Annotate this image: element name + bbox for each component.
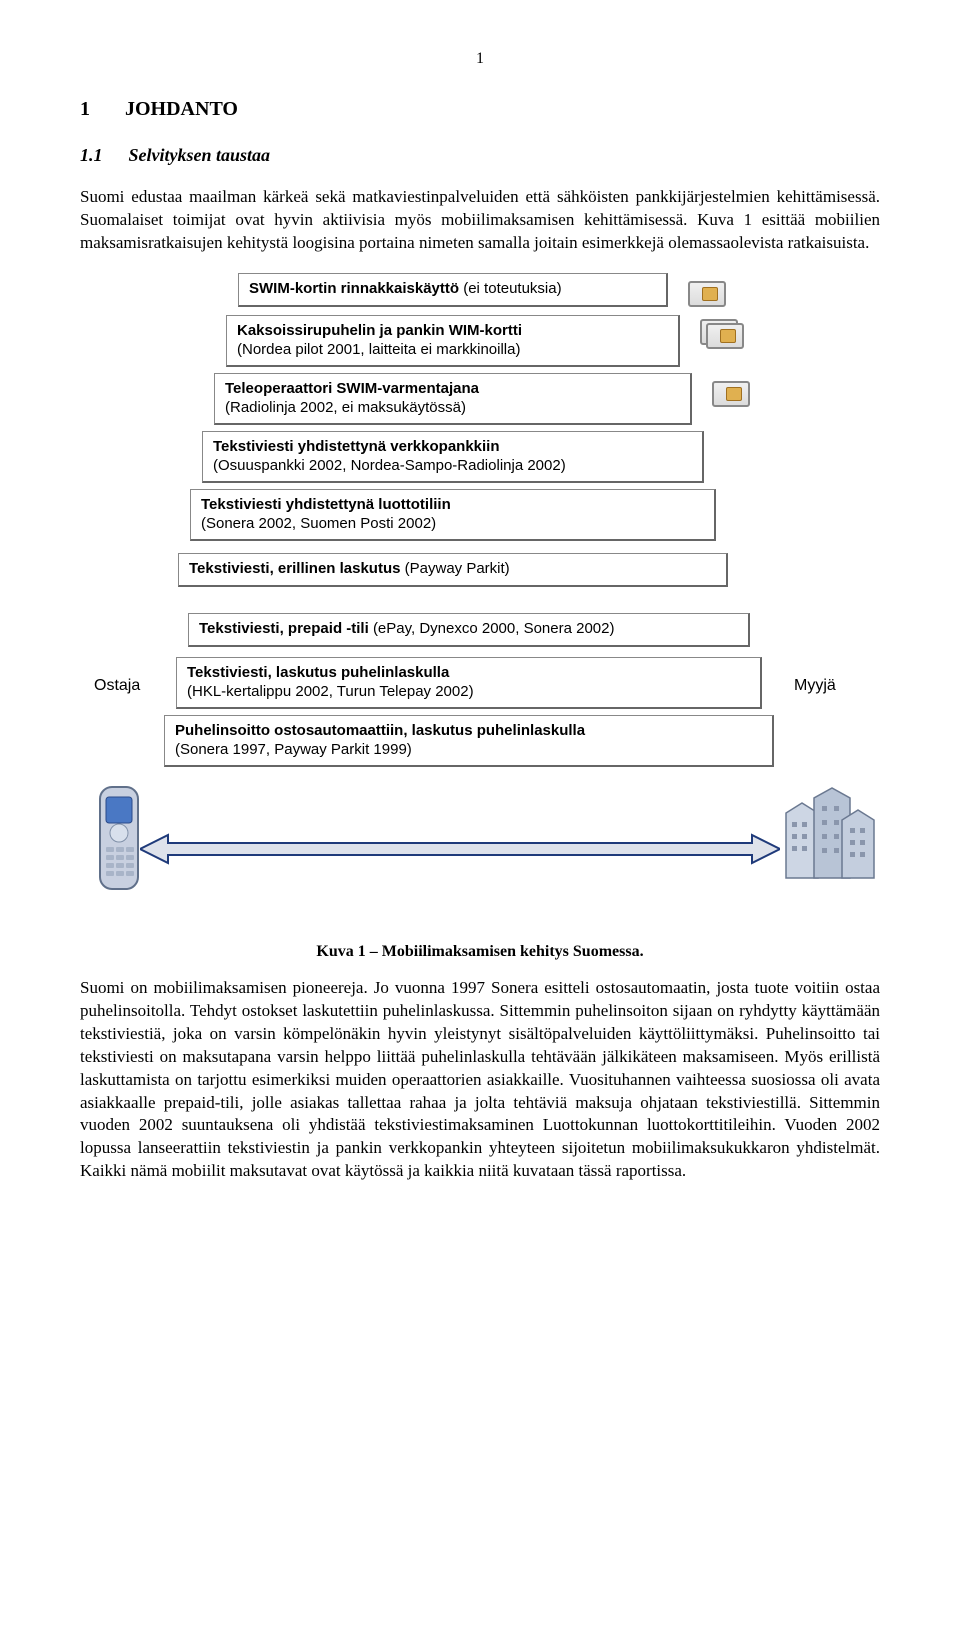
- diagram-step-note: (Osuuspankki 2002, Nordea-Sampo-Radiolin…: [213, 457, 692, 476]
- diagram-step-title: Tekstiviesti, laskutus puhelinlaskulla: [187, 664, 449, 681]
- diagram-step-note: (Radiolinja 2002, ei maksukäytössä): [225, 399, 680, 418]
- sim-card-icon: [706, 323, 744, 349]
- diagram-step-title: SWIM-kortin rinnakkaiskäyttö: [249, 280, 463, 297]
- heading-2-number: 1.1: [80, 145, 124, 166]
- diagram-step: Tekstiviesti, erillinen laskutus (Payway…: [178, 553, 728, 587]
- figure-caption: Kuva 1 – Mobiilimaksamisen kehitys Suome…: [80, 943, 880, 961]
- diagram-step-title: Teleoperaattori SWIM-varmentajana: [225, 380, 479, 397]
- diagram-step: Puhelinsoitto ostosautomaattiin, laskutu…: [164, 715, 774, 768]
- buildings-icon: [780, 778, 880, 888]
- diagram-step-note: (ei toteutuksia): [463, 280, 561, 297]
- diagram-step-note: (Payway Parkit): [405, 560, 510, 577]
- intro-paragraph: Suomi edustaa maailman kärkeä sekä matka…: [80, 186, 880, 255]
- diagram-step: Tekstiviesti, laskutus puhelinlaskulla (…: [176, 657, 762, 710]
- diagram-step: SWIM-kortin rinnakkaiskäyttö (ei toteutu…: [238, 273, 668, 307]
- buyer-label: Ostaja: [94, 677, 140, 695]
- diagram-step: Tekstiviesti, prepaid -tili (ePay, Dynex…: [188, 613, 750, 647]
- diagram-step-note: (ePay, Dynexco 2000, Sonera 2002): [373, 620, 615, 637]
- diagram-step: Teleoperaattori SWIM-varmentajana (Radio…: [214, 373, 692, 426]
- diagram-step-note: (HKL-kertalippu 2002, Turun Telepay 2002…: [187, 683, 750, 702]
- diagram-step: Tekstiviesti yhdistettynä luottotiliin (…: [190, 489, 716, 542]
- bidirectional-arrow-icon: [140, 831, 780, 867]
- sim-card-icon: [712, 381, 750, 407]
- diagram-step: Kaksoissirupuhelin ja pankin WIM-kortti …: [226, 315, 680, 368]
- seller-label: Myyjä: [794, 677, 836, 695]
- diagram-step-note: (Sonera 1997, Payway Parkit 1999): [175, 741, 762, 760]
- page-number: 1: [80, 50, 880, 68]
- diagram-step-title: Tekstiviesti yhdistettynä verkkopankkiin: [213, 438, 500, 455]
- evolution-diagram: SWIM-kortin rinnakkaiskäyttö (ei toteutu…: [80, 273, 880, 913]
- mobile-phone-icon: [92, 783, 146, 893]
- diagram-step-title: Puhelinsoitto ostosautomaattiin, laskutu…: [175, 722, 585, 739]
- diagram-step-note: (Sonera 2002, Suomen Posti 2002): [201, 515, 704, 534]
- heading-1: 1 JOHDANTO: [80, 98, 880, 121]
- heading-1-text: JOHDANTO: [125, 98, 238, 120]
- sim-card-icon: [688, 281, 726, 307]
- diagram-step-title: Tekstiviesti, prepaid -tili: [199, 620, 373, 637]
- diagram-step-note: (Nordea pilot 2001, laitteita ei markkin…: [237, 341, 668, 360]
- diagram-step-title: Tekstiviesti, erillinen laskutus: [189, 560, 405, 577]
- closing-paragraph: Suomi on mobiilimaksamisen pioneereja. J…: [80, 977, 880, 1183]
- document-page: 1 1 JOHDANTO 1.1 Selvityksen taustaa Suo…: [0, 0, 960, 1241]
- heading-2: 1.1 Selvityksen taustaa: [80, 145, 880, 166]
- heading-2-text: Selvityksen taustaa: [129, 145, 271, 165]
- diagram-step: Tekstiviesti yhdistettynä verkkopankkiin…: [202, 431, 704, 484]
- diagram-step-title: Tekstiviesti yhdistettynä luottotiliin: [201, 496, 451, 513]
- heading-1-number: 1: [80, 98, 120, 121]
- diagram-step-title: Kaksoissirupuhelin ja pankin WIM-kortti: [237, 322, 522, 339]
